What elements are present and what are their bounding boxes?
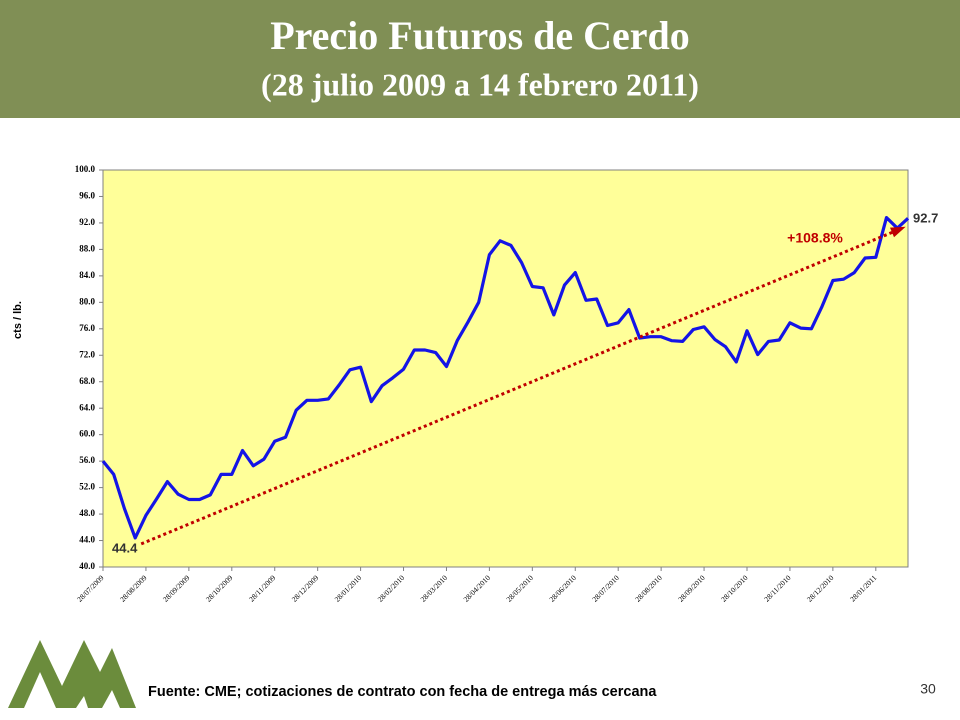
x-tick-label: 28/09/2009	[161, 573, 192, 604]
logo-cut	[24, 672, 56, 708]
x-tick-label: 28/01/2011	[848, 573, 879, 604]
change-label: +108.8%	[787, 230, 843, 246]
chart-title: Precio Futuros de Cerdo	[270, 13, 690, 58]
x-tick-label: 28/05/2010	[504, 573, 535, 604]
end-label: 92.7	[913, 210, 938, 225]
y-tick-label: 48.0	[79, 508, 95, 518]
trend-arrow-head	[890, 226, 906, 238]
y-tick-label: 44.0	[79, 535, 95, 545]
header-band	[0, 0, 960, 118]
trend-arrow	[140, 226, 903, 546]
y-tick-label: 92.0	[79, 217, 95, 227]
y-tick-label: 56.0	[79, 455, 95, 465]
x-tick-label: 28/02/2010	[376, 573, 407, 604]
x-tick-label: 28/08/2010	[633, 573, 664, 604]
y-axis-label: cts / lb.	[12, 301, 24, 339]
y-tick-label: 40.0	[79, 561, 95, 571]
y-tick-label: 88.0	[79, 243, 95, 253]
x-tick-label: 28/06/2010	[547, 573, 578, 604]
x-tick-label: 28/12/2010	[805, 573, 836, 604]
x-tick-label: 28/07/2010	[590, 573, 621, 604]
page-number: 30	[920, 681, 936, 697]
x-tick-label: 28/04/2010	[462, 573, 493, 604]
plot-area	[102, 169, 909, 568]
logo	[8, 640, 136, 708]
x-tick-label: 28/11/2009	[247, 573, 278, 604]
x-tick-label: 28/10/2009	[204, 573, 235, 604]
x-tick-label: 28/10/2010	[719, 573, 750, 604]
x-tick-label: 28/03/2010	[419, 573, 450, 604]
x-tick-label: 28/01/2010	[333, 573, 364, 604]
y-tick-label: 64.0	[79, 402, 95, 412]
source-note: Fuente: CME; cotizaciones de contrato co…	[148, 684, 657, 700]
y-tick-label: 60.0	[79, 429, 95, 439]
x-tick-label: 28/12/2009	[290, 573, 321, 604]
y-tick-label: 72.0	[79, 349, 95, 359]
y-tick-label: 100.0	[75, 164, 96, 174]
chart-subtitle: (28 julio 2009 a 14 febrero 2011)	[261, 66, 699, 102]
price-line	[101, 216, 910, 540]
start-label: 44.4	[112, 540, 138, 555]
x-tick-label: 28/11/2010	[762, 573, 793, 604]
y-tick-label: 84.0	[79, 270, 95, 280]
y-tick-label: 80.0	[79, 296, 95, 306]
x-tick-label: 28/07/2009	[75, 573, 106, 604]
y-tick-label: 52.0	[79, 482, 95, 492]
y-tick-label: 76.0	[79, 323, 95, 333]
y-tick-label: 68.0	[79, 376, 95, 386]
x-tick-label: 28/08/2009	[118, 573, 149, 604]
y-tick-label: 96.0	[79, 191, 95, 201]
logo-shape	[8, 640, 136, 708]
x-tick-label: 28/09/2010	[676, 573, 707, 604]
